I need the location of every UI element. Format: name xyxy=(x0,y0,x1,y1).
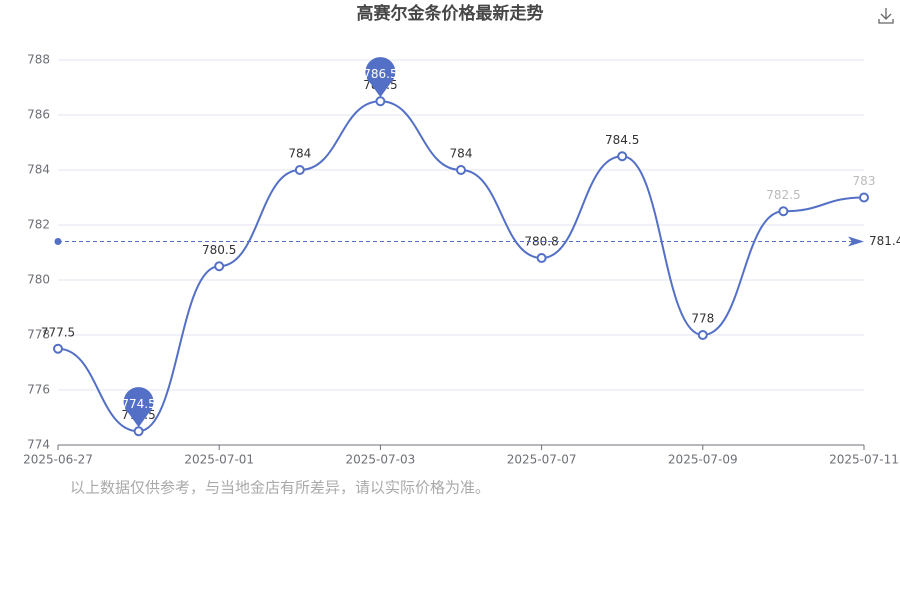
data-label: 780.5 xyxy=(202,243,236,257)
point xyxy=(859,192,869,203)
average-arrow xyxy=(848,236,864,247)
point xyxy=(778,206,789,217)
pin-label: 786.5 xyxy=(363,67,397,81)
y-tick-label: 774 xyxy=(27,438,50,452)
x-tick-label: 2025-07-07 xyxy=(507,453,577,467)
point xyxy=(617,151,628,162)
y-tick-label: 788 xyxy=(27,53,50,67)
pin-label: 774.5 xyxy=(121,397,155,411)
x-tick-label: 2025-06-27 xyxy=(23,453,93,467)
pin xyxy=(123,387,154,428)
x-tick-label: 2025-07-11 xyxy=(829,453,899,467)
data-label: 784 xyxy=(450,147,473,161)
download-icon[interactable] xyxy=(878,8,894,24)
download-glyph[interactable] xyxy=(878,8,894,24)
point xyxy=(697,330,708,340)
data-label: 778 xyxy=(691,312,714,326)
point xyxy=(53,343,63,354)
point xyxy=(133,426,144,437)
pin xyxy=(365,57,396,98)
data-label: 783 xyxy=(853,174,876,188)
point xyxy=(375,96,386,107)
data-label: 777.5 xyxy=(41,325,75,339)
average-label: 781.4 xyxy=(869,234,900,248)
data-label: 782.5 xyxy=(766,188,800,202)
y-tick-label: 778 xyxy=(27,328,50,342)
x-tick-label: 2025-07-09 xyxy=(668,453,738,467)
data-label: 784.5 xyxy=(605,133,639,147)
point xyxy=(294,165,305,175)
y-tick-label: 780 xyxy=(27,273,50,287)
x-tick-label: 2025-07-03 xyxy=(346,453,416,467)
y-tick-label: 776 xyxy=(27,383,50,397)
x-tick-label: 2025-07-01 xyxy=(184,453,254,467)
chart-title: 高赛尔金条价格最新走势 xyxy=(357,3,544,24)
y-tick-label: 782 xyxy=(27,218,50,232)
point xyxy=(536,253,547,263)
y-tick-label: 784 xyxy=(27,163,50,177)
point xyxy=(456,165,466,175)
footnote: 以上数据仅供参考，与当地金店有所差异，请以实际价格为准。 xyxy=(70,479,490,497)
data-label: 784 xyxy=(288,147,311,161)
y-tick-label: 786 xyxy=(27,108,50,122)
point xyxy=(214,261,225,272)
